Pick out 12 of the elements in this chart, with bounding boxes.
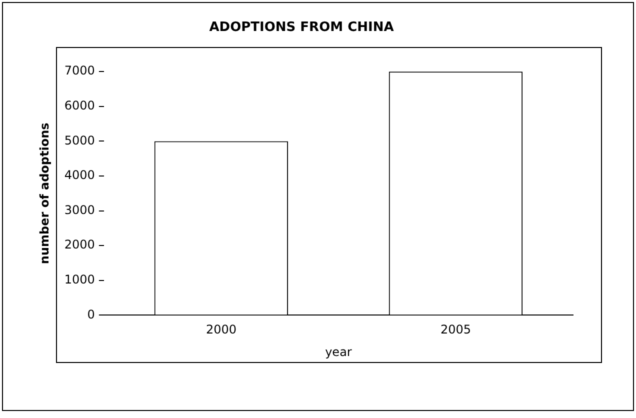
y-tick-label: 2000 [64,238,95,252]
y-axis-title: number of adoptions [37,122,52,264]
y-tick-label: 7000 [64,64,95,78]
x-axis-title: year [325,344,352,359]
y-tick-label: 0 [87,307,95,322]
y-tick-label: 1000 [64,272,95,287]
chart-title: ADOPTIONS FROM CHINA [209,20,394,36]
y-tick-label: 6000 [64,98,95,113]
y-tick-label: 5000 [64,133,95,148]
y-tick-label: 3000 [64,202,95,217]
x-tick-label: 2005 [440,322,472,337]
y-tick-label: 4000 [64,168,95,182]
